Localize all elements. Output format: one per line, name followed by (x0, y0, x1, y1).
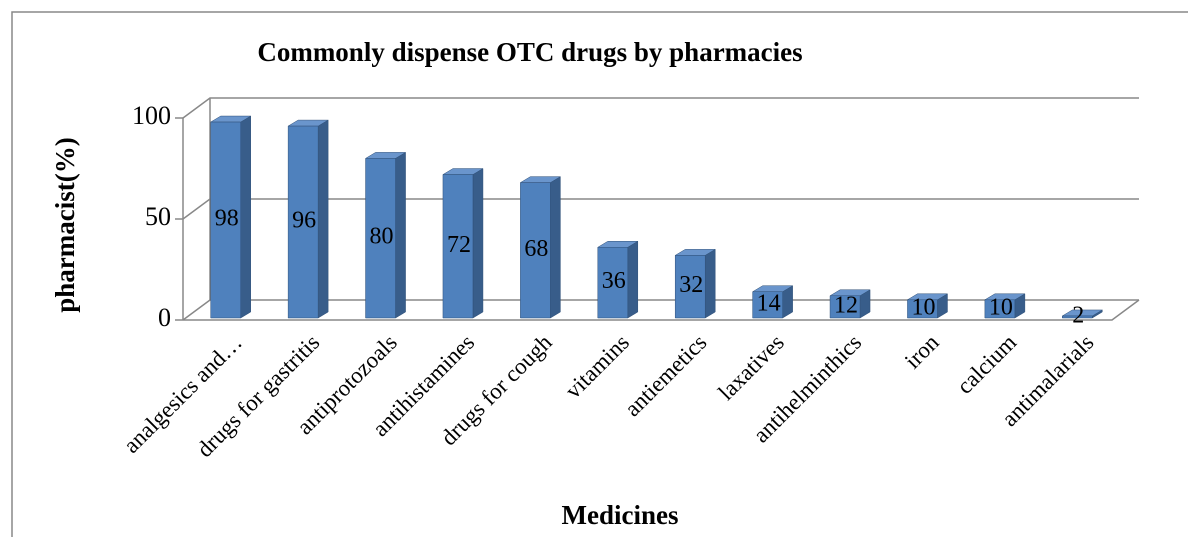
y-axis-title: pharmacist(%) (50, 137, 80, 312)
data-label: 98 (215, 206, 239, 232)
bar-front (907, 299, 938, 319)
bar (906, 293, 949, 319)
grid-line (182, 97, 1139, 119)
y-tick-label: 100 (132, 101, 171, 130)
data-label: 36 (602, 268, 626, 294)
bar (364, 151, 407, 319)
y-tick-label: 0 (158, 303, 171, 332)
data-label: 72 (447, 232, 471, 258)
bar-front (1062, 315, 1093, 319)
data-label: 32 (679, 272, 703, 298)
bar (751, 285, 794, 319)
bar (674, 248, 717, 319)
bar (209, 115, 252, 319)
chart-title: Commonly dispense OTC drugs by pharmacie… (257, 37, 802, 67)
bar-front (210, 121, 241, 319)
data-label: 14 (757, 290, 781, 316)
bar (519, 176, 562, 319)
x-tick-label: antiemetics (620, 330, 712, 422)
data-label: 2 (1072, 302, 1084, 328)
bar-front (442, 174, 474, 319)
x-tick-label: laxatives (713, 330, 789, 406)
x-tick-label: iron (900, 329, 944, 373)
bar-side (472, 168, 484, 319)
bar-side (704, 248, 716, 319)
bar-side (317, 119, 329, 319)
bar-side (627, 240, 639, 319)
data-label: 10 (989, 294, 1013, 320)
x-tick-label: calcium (952, 330, 1021, 399)
data-label: 12 (834, 292, 858, 318)
x-axis-title: Medicines (562, 500, 679, 530)
floor-edge (183, 299, 1140, 321)
bar (983, 293, 1026, 319)
data-label: 68 (524, 236, 548, 262)
data-label: 96 (292, 208, 316, 234)
x-tick-label: vitamins (560, 330, 634, 404)
bar-side (240, 115, 251, 319)
data-label: 80 (370, 224, 394, 250)
bar (287, 119, 330, 319)
bar (596, 240, 639, 319)
bar-side (550, 176, 561, 319)
bar (1061, 309, 1104, 319)
bar-front (597, 247, 629, 319)
bar-front (674, 255, 706, 319)
bar-front (520, 182, 551, 319)
bar-front (365, 158, 396, 319)
chart-frame (11, 11, 1188, 537)
bar-front (829, 295, 861, 319)
grid-line (182, 299, 1139, 321)
data-label: 10 (911, 294, 935, 320)
bar-side (395, 151, 406, 319)
bar-front (287, 125, 319, 319)
y-tick-label: 50 (145, 202, 171, 231)
bar (442, 168, 484, 319)
grid-line (182, 198, 1139, 220)
bar-front (984, 299, 1016, 319)
bar-front (752, 291, 783, 319)
bar (829, 289, 871, 319)
